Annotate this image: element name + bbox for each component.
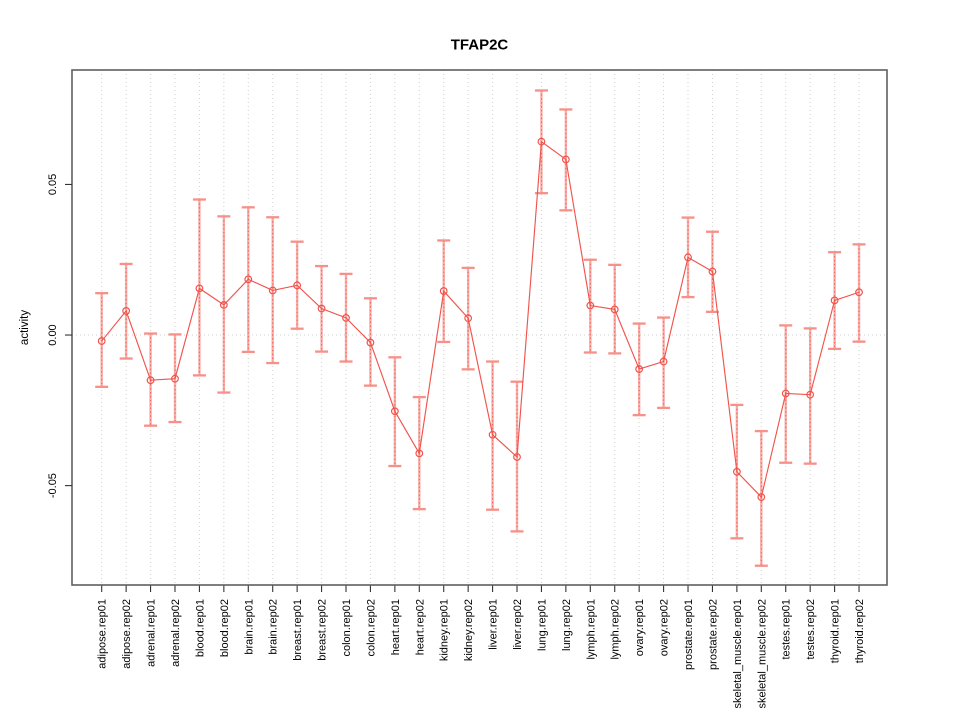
data-point — [342, 313, 350, 322]
x-tick-label: heart.rep01 — [390, 599, 402, 655]
data-point — [219, 301, 228, 309]
x-tick-label: skeletal_muscle.rep01 — [732, 599, 744, 708]
grid-layer — [72, 70, 887, 585]
data-point — [757, 493, 766, 501]
x-tick-label: thyroid.rep02 — [854, 599, 866, 663]
data-point — [659, 357, 668, 366]
x-tick-label: brain.rep02 — [268, 599, 280, 655]
data-point — [855, 288, 863, 297]
data-point — [122, 307, 131, 315]
chart-title: TFAP2C — [451, 37, 509, 54]
y-axis-label: activity — [19, 310, 31, 345]
data-point — [97, 337, 106, 345]
x-tick-label: adrenal.rep01 — [146, 599, 158, 667]
y-tick-label: 0.00 — [47, 324, 59, 345]
x-tick-label: lung.rep01 — [536, 599, 548, 651]
data-point — [195, 284, 204, 293]
x-tick-label: prostate.rep02 — [707, 599, 719, 670]
data-point — [464, 314, 473, 323]
x-tick-label: ovary.rep02 — [659, 599, 671, 656]
y-tick-label: -0.05 — [47, 473, 59, 498]
x-tick-label: kidney.rep01 — [439, 599, 451, 661]
data-point — [244, 275, 253, 284]
data-point — [537, 137, 546, 146]
x-tick-label: lymph.rep01 — [585, 599, 597, 660]
data-point — [561, 155, 570, 164]
axes-layer: adipose.rep01 adipose.rep02 adrenal.rep01 a… — [47, 69, 888, 708]
data-point — [171, 374, 179, 383]
x-tick-label: testes.rep01 — [781, 599, 793, 660]
x-tick-label: brain.rep01 — [243, 599, 255, 655]
data-point — [635, 365, 644, 373]
x-tick-label: liver.rep02 — [512, 599, 524, 650]
data-point — [732, 467, 741, 476]
data-point — [439, 287, 448, 295]
x-tick-label: ovary.rep01 — [634, 599, 646, 656]
data-point — [293, 281, 302, 290]
data-point — [806, 390, 815, 399]
data-point — [708, 267, 717, 276]
data-point — [317, 304, 326, 313]
data-point — [830, 296, 839, 305]
data-point — [366, 338, 375, 347]
data-point — [390, 407, 399, 416]
x-tick-label: blood.rep02 — [219, 599, 231, 657]
data-point — [513, 453, 521, 461]
series-line — [101, 140, 860, 499]
x-tick-label: colon.rep01 — [341, 599, 353, 657]
y-tick-label: 0.05 — [47, 174, 59, 195]
x-tick-label: blood.rep01 — [194, 599, 206, 657]
plot-border — [71, 69, 888, 586]
data-point — [488, 430, 497, 439]
x-tick-label: liver.rep01 — [488, 599, 500, 650]
x-tick-label: prostate.rep01 — [683, 599, 695, 670]
x-tick-label: breast.rep02 — [317, 599, 329, 661]
data-point — [610, 305, 619, 314]
x-tick-label: adipose.rep02 — [121, 599, 133, 669]
data-point — [781, 389, 790, 398]
x-tick-label: heart.rep02 — [414, 599, 426, 655]
data-point — [415, 449, 424, 458]
x-tick-label: kidney.rep02 — [463, 599, 475, 661]
x-tick-label: testes.rep02 — [805, 599, 817, 660]
series-layer — [95, 89, 866, 567]
data-point — [586, 301, 595, 310]
data-point — [268, 286, 277, 295]
x-tick-label: skeletal_muscle.rep02 — [756, 599, 768, 708]
x-tick-label: thyroid.rep01 — [830, 599, 842, 663]
x-tick-label: breast.rep01 — [292, 599, 304, 661]
data-point — [146, 376, 155, 385]
data-point — [684, 253, 692, 262]
x-tick-label: adipose.rep01 — [97, 599, 109, 669]
x-tick-label: adrenal.rep02 — [170, 599, 182, 667]
x-tick-label: colon.rep02 — [365, 599, 377, 657]
x-tick-label: lymph.rep02 — [610, 599, 622, 660]
x-tick-label: lung.rep02 — [561, 599, 573, 651]
